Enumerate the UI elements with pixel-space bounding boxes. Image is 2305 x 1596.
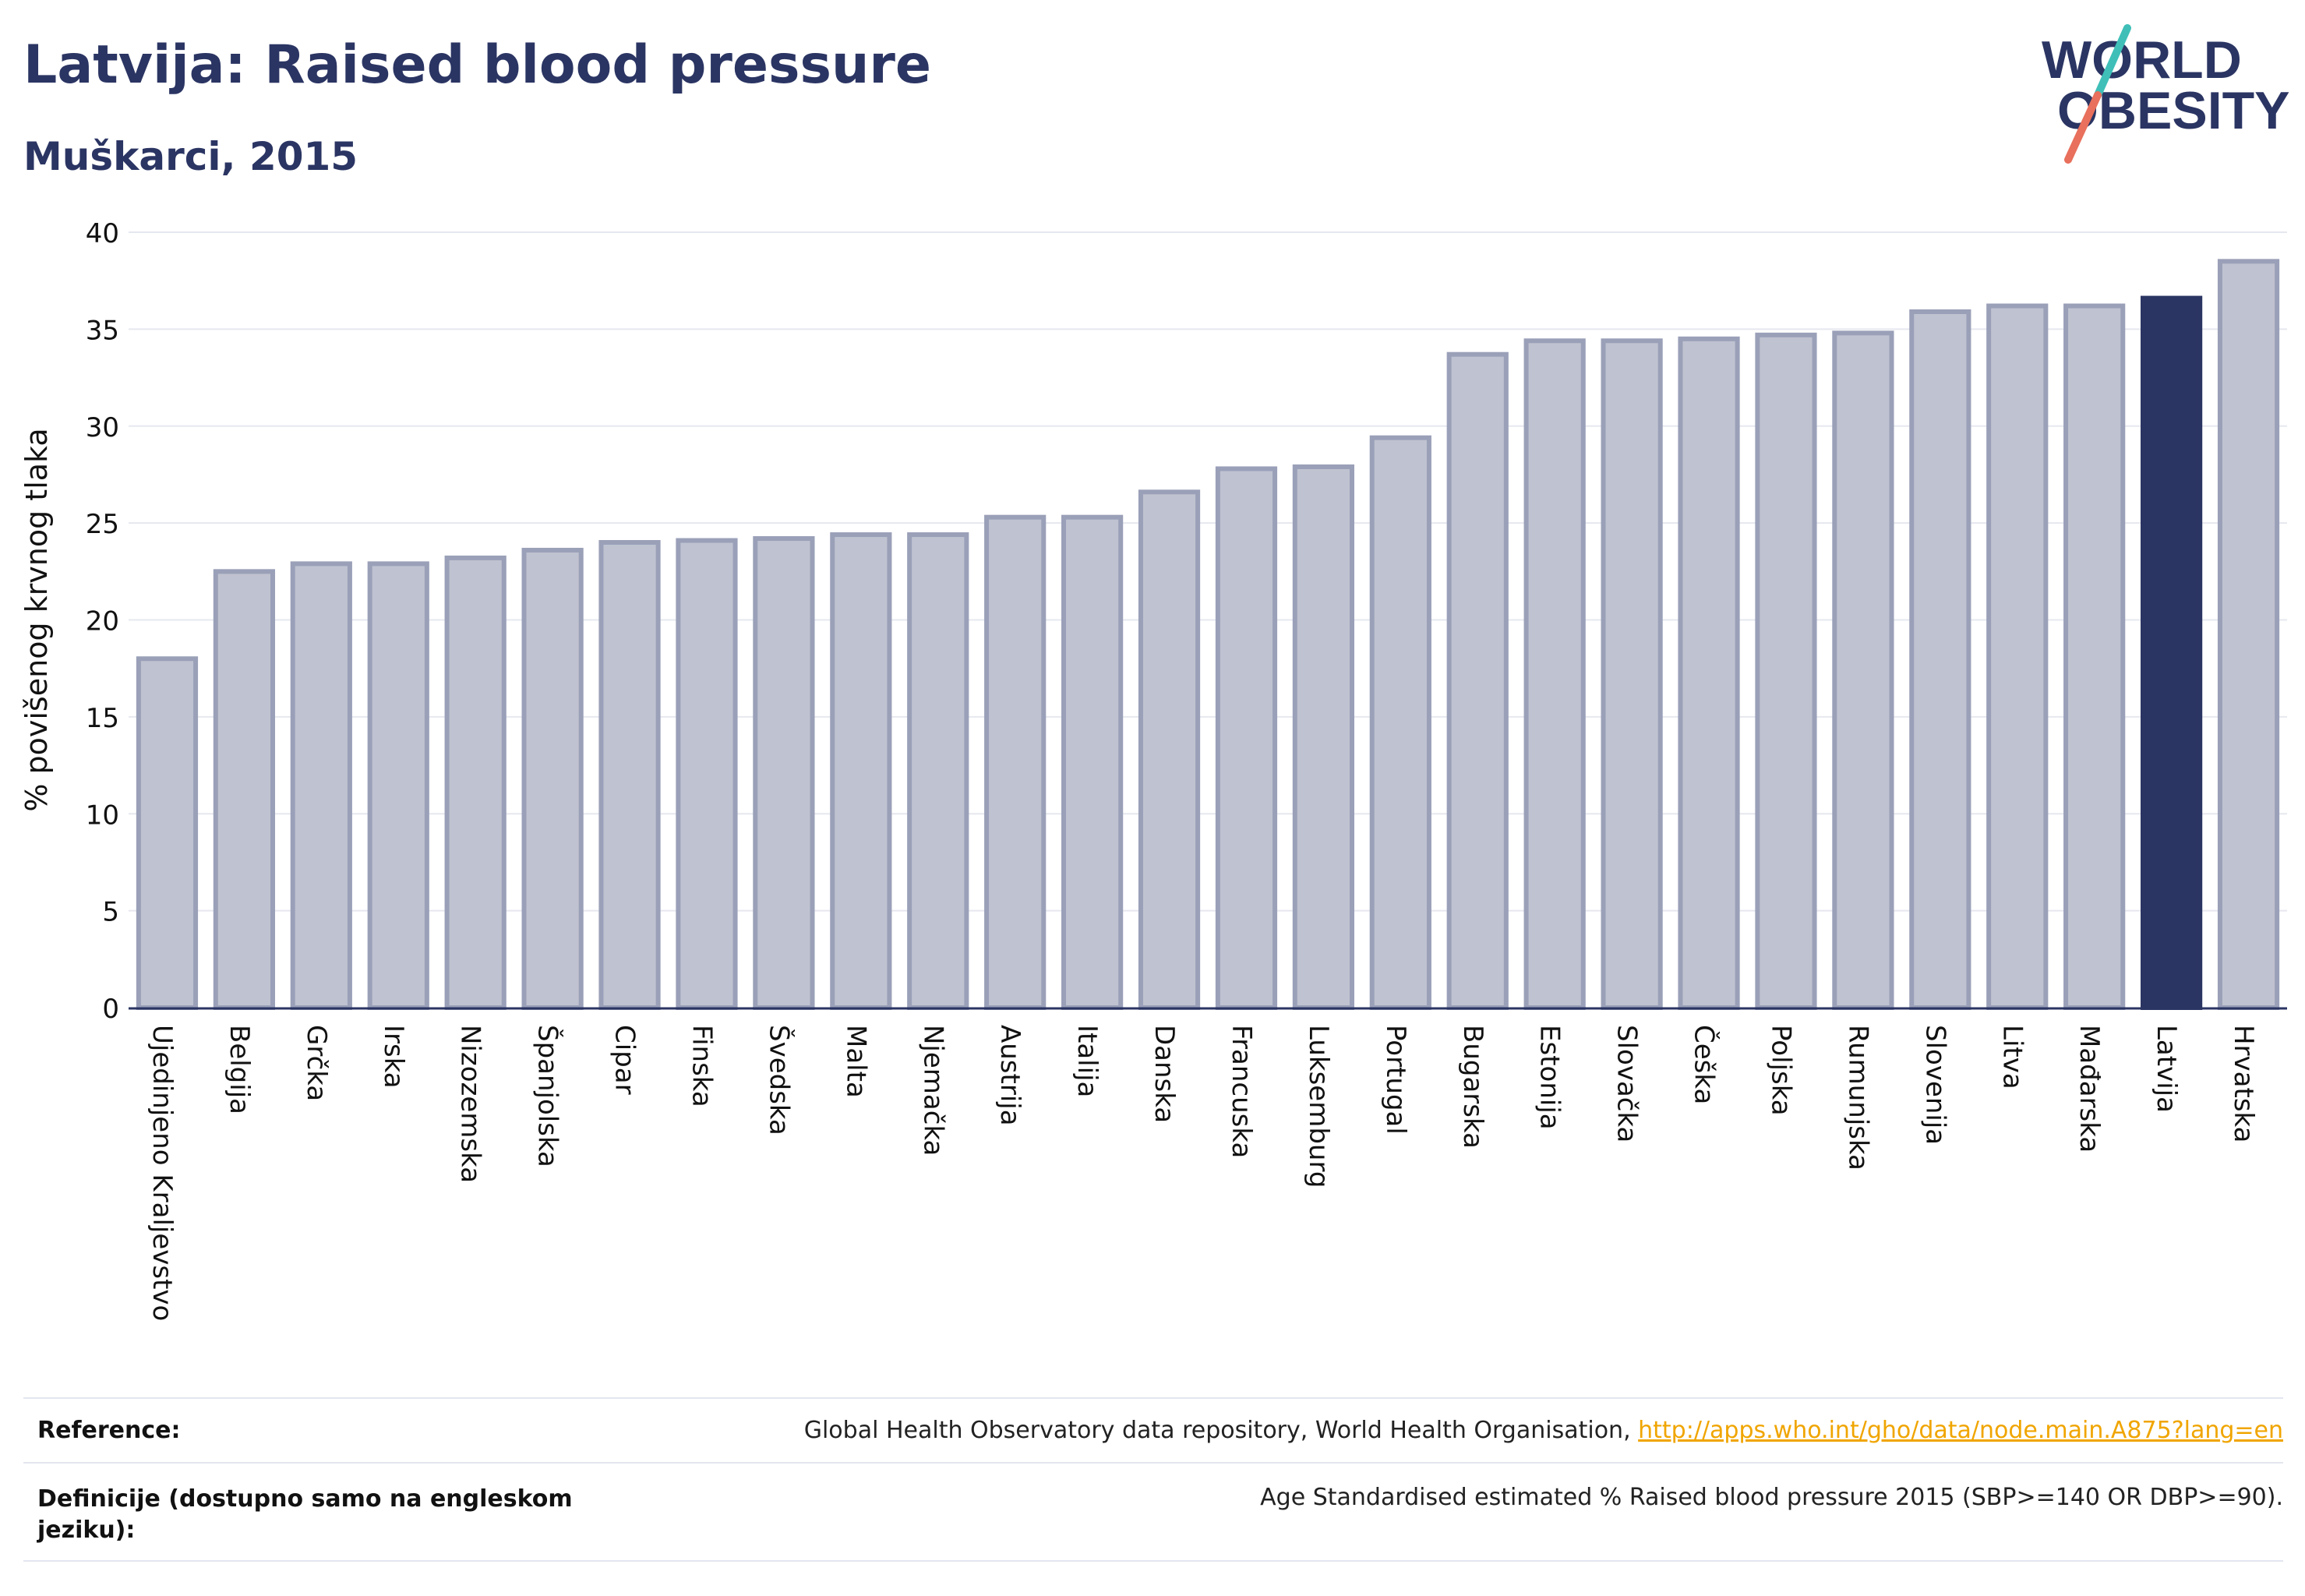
reference-value: Global Health Observatory data repositor… [804,1417,2283,1444]
bar-ujedinjeno-kraljevstvo [136,656,199,1010]
bar-latvija [2141,295,2203,1010]
y-tick-label: 20 [86,606,119,637]
x-tick-label: Hrvatska [2228,1025,2259,1142]
x-tick-label: Portugal [1380,1025,1411,1135]
definition-label: Definicije (dostupno samo na engleskom j… [37,1484,573,1546]
bar-poljska [1755,332,1817,1010]
x-tick-labels: Ujedinjeno Kraljevstvo Belgija Grčka Irska N… [146,1025,2259,1321]
y-tick-label: 30 [86,412,119,443]
chart-subtitle: Muškarci, 2015 [23,134,358,179]
bar-italija [1061,514,1124,1011]
bar-danska [1138,489,1201,1010]
logo-slash-top [2094,24,2131,99]
bars [136,259,2280,1011]
bar-luksemburg [1292,464,1354,1010]
x-tick-label: Španjolska [532,1025,564,1167]
x-tick-label: Francuska [1226,1025,1257,1158]
bar-austrija [984,514,1047,1011]
y-tick-labels: 0 5 10 15 20 25 30 35 40 [86,218,119,1025]
x-tick-label: Nizozemska [455,1025,486,1183]
logo-text-world: WORLD [2042,30,2242,90]
bar-švedska [753,536,815,1010]
bar-slovenija [1909,309,1971,1011]
bar-cipar [598,540,661,1010]
y-tick-label: 5 [102,897,119,928]
y-axis-label: % povišenog krvnog tlaka [19,428,54,811]
x-tick-label: Irska [378,1025,409,1089]
y-tick-label: 0 [102,994,119,1025]
y-tick-label: 40 [86,218,119,249]
world-obesity-logo: WORLD OBESITY [2042,24,2290,164]
x-tick-label: Italija [1071,1025,1103,1097]
x-tick-label: Litva [1996,1025,2028,1089]
x-tick-label: Češka [1689,1025,1721,1104]
reference-label: Reference: [37,1417,181,1444]
divider-middle [23,1462,2283,1464]
logo-slash-bottom [2064,91,2102,164]
x-tick-label: Njemačka [917,1025,948,1156]
bar-češka [1678,336,1740,1010]
x-tick-label: Estonija [1534,1025,1565,1130]
bar-portugal [1369,435,1431,1010]
x-tick-label: Finska [686,1025,717,1107]
divider-top [23,1397,2283,1399]
bar-chart: 0 5 10 15 20 25 30 35 40 Ujedinjeno Kraljevstvo B… [19,218,2287,1321]
bar-irska [367,561,429,1010]
definition-row: Definicije (dostupno samo na engleskom j… [23,1484,2283,1554]
x-tick-label: Belgija [224,1025,255,1114]
y-tick-label: 10 [86,800,119,831]
y-tick-label: 25 [86,509,119,540]
reference-text: Global Health Observatory data repositor… [803,1417,1639,1444]
bar-finska [676,538,738,1010]
definition-text: Age Standardised estimated % Raised bloo… [1260,1484,2283,1511]
x-tick-label: Latvija [2151,1025,2182,1113]
bar-hrvatska [2217,259,2280,1010]
reference-link[interactable]: http://apps.who.int/gho/data/node.main.A… [1638,1417,2283,1444]
bar-bugarska [1446,351,1509,1010]
bar-rumunjska [1832,330,1894,1011]
bar-belgija [213,569,275,1010]
x-tick-label: Rumunjska [1842,1025,1873,1171]
bar-estonija [1523,338,1586,1011]
definition-label-line1: Definicije (dostupno samo na engleskom [37,1485,573,1513]
bar-mađarska [2063,303,2126,1010]
x-tick-label: Bugarska [1457,1025,1488,1149]
divider-bottom [23,1560,2283,1562]
x-tick-label: Cipar [609,1025,641,1095]
x-tick-label: Slovačka [1611,1025,1643,1142]
bar-španjolska [521,547,584,1010]
reference-row: Reference: Global Health Observatory dat… [23,1417,2283,1448]
y-tick-label: 15 [86,703,119,734]
bar-grčka [290,561,352,1010]
x-tick-label: Danska [1149,1025,1180,1123]
x-tick-label: Austrija [994,1025,1025,1126]
x-tick-label: Malta [840,1025,871,1098]
bar-malta [830,532,892,1010]
x-tick-label: Grčka [301,1025,332,1101]
bar-francuska [1215,466,1278,1011]
bar-nizozemska [444,555,507,1010]
x-tick-label: Švedska [763,1025,795,1135]
bar-litva [1986,303,2049,1010]
y-tick-label: 35 [86,315,119,346]
x-tick-label: Ujedinjeno Kraljevstvo [146,1025,178,1321]
bar-njemačka [907,532,969,1010]
x-tick-label: Slovenija [1919,1025,1950,1145]
chart-title: Latvija: Raised blood pressure [23,34,932,96]
x-tick-label: Poljska [1765,1025,1796,1116]
definition-label-line2: jeziku): [37,1517,136,1544]
x-tick-label: Mađarska [2074,1025,2105,1153]
x-tick-label: Luksemburg [1303,1025,1334,1188]
bar-slovačka [1601,338,1663,1011]
